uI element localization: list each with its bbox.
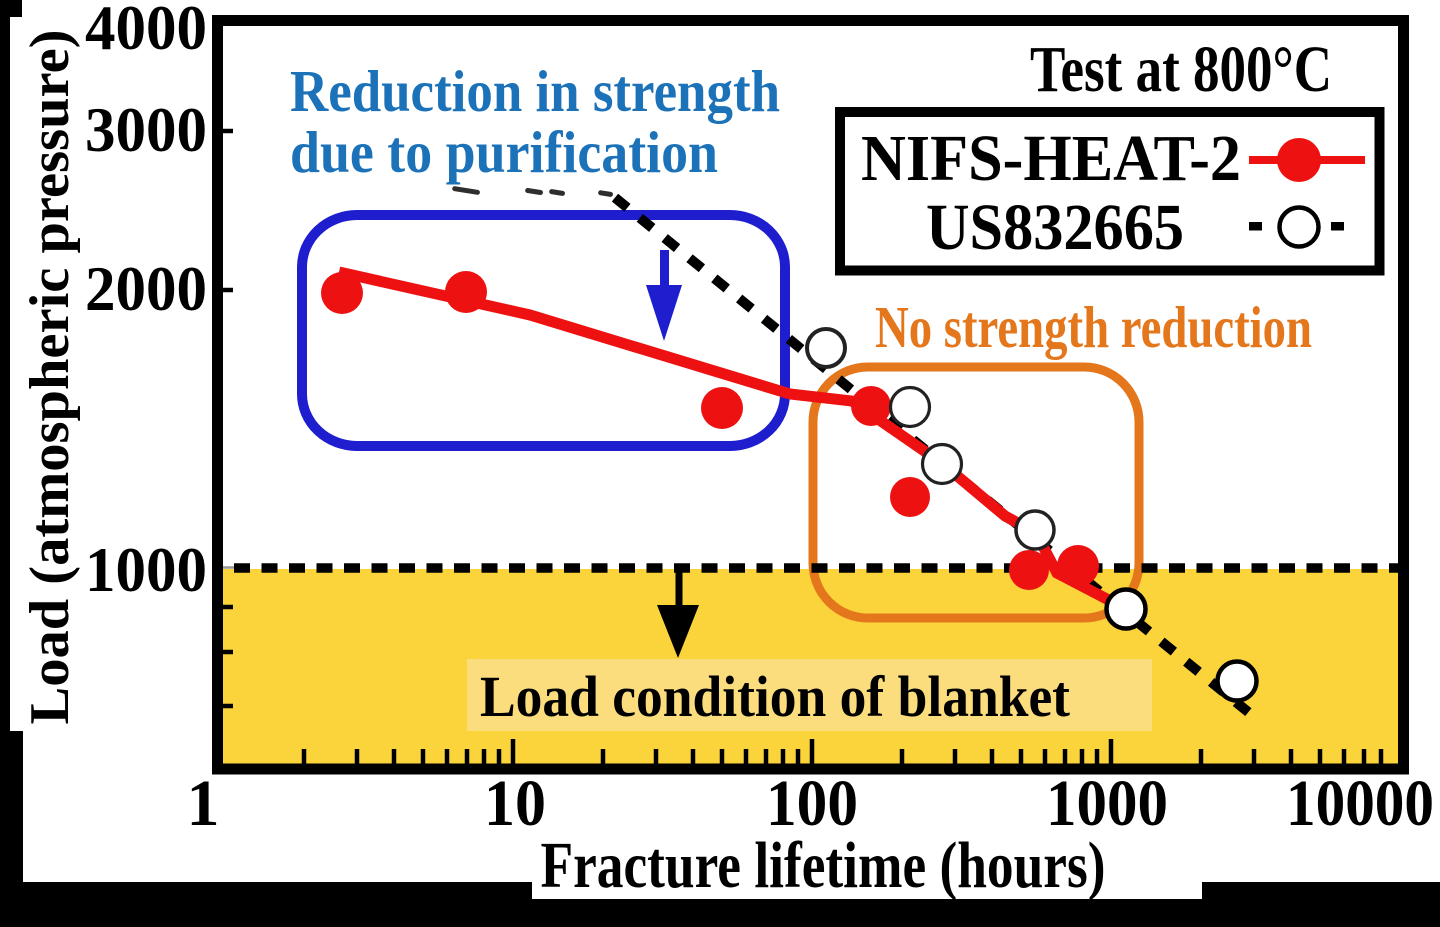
svg-text:Load condition of blanket: Load condition of blanket (480, 664, 1071, 729)
svg-text:Test at 800°C: Test at 800°C (1030, 33, 1332, 106)
svg-text:Load (atmospheric pressure): Load (atmospheric pressure) (19, 29, 81, 724)
svg-text:No strength reduction: No strength reduction (875, 294, 1312, 360)
svg-text:Fracture lifetime (hours): Fracture lifetime (hours) (541, 829, 1106, 902)
svg-text:2000: 2000 (85, 253, 207, 324)
svg-text:1: 1 (187, 767, 220, 840)
svg-text:100: 100 (766, 767, 858, 840)
svg-text:3000: 3000 (85, 94, 207, 165)
svg-text:due to purification: due to purification (290, 119, 718, 185)
svg-text:10: 10 (484, 767, 546, 840)
svg-text:10000: 10000 (1286, 767, 1434, 840)
svg-text:4000: 4000 (85, 0, 207, 63)
svg-text:1000: 1000 (1046, 767, 1168, 840)
svg-text:NIFS-HEAT-2: NIFS-HEAT-2 (861, 122, 1241, 195)
svg-text:1000: 1000 (85, 534, 207, 605)
svg-text:US832665: US832665 (926, 191, 1184, 264)
svg-text:Reduction in strength: Reduction in strength (290, 58, 780, 124)
